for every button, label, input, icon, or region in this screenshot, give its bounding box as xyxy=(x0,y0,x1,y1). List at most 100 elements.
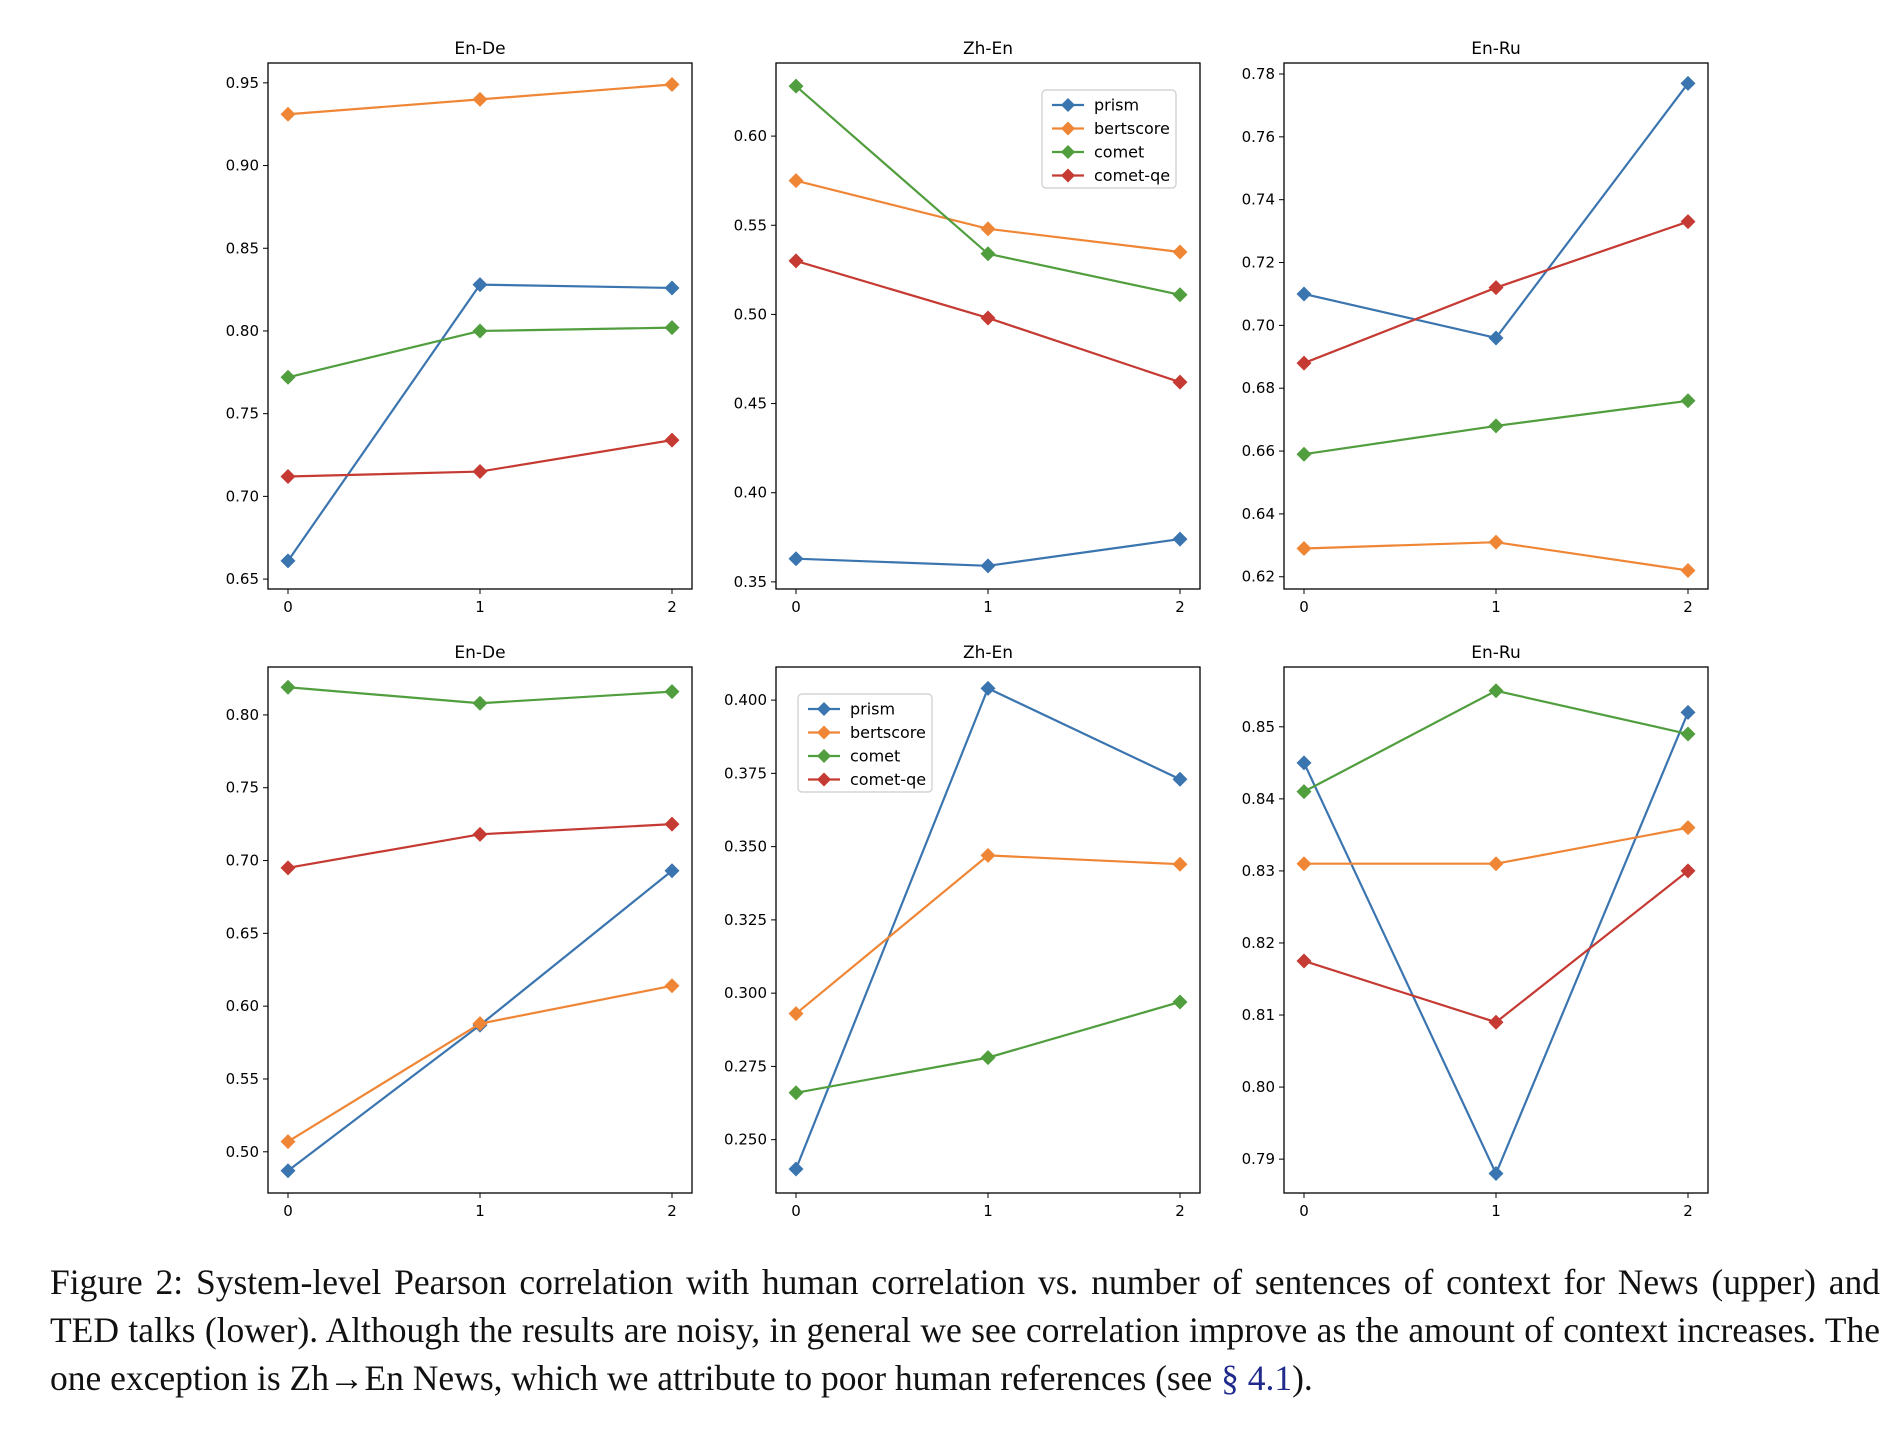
y-tick-label: 0.85 xyxy=(1242,718,1275,736)
x-tick-label: 0 xyxy=(1299,598,1309,616)
marker-comet-qe xyxy=(472,464,488,480)
marker-comet xyxy=(1172,287,1188,303)
y-tick-label: 0.70 xyxy=(226,852,259,870)
y-tick-label: 0.65 xyxy=(226,924,259,942)
y-tick-label: 0.50 xyxy=(226,1143,259,1161)
axes-frame xyxy=(775,666,1201,1194)
legend: prism bertscore comet comet-qe xyxy=(797,693,933,793)
marker-bertscore xyxy=(788,1006,804,1022)
x-tick-label: 0 xyxy=(283,598,293,616)
y-tick-label: 0.65 xyxy=(226,570,259,588)
y-tick-label: 0.350 xyxy=(724,838,767,856)
y-tick-label: 0.80 xyxy=(1242,1078,1275,1096)
chart-panel-2: Zh-En 0.35 0.40 0.45 0.50 0.55 0.60 0 1 2 prism ber… xyxy=(734,39,1201,616)
marker-bertscore xyxy=(788,173,804,189)
y-tick-label: 0.45 xyxy=(734,395,767,413)
legend-marker-comet-qe xyxy=(1061,168,1075,183)
chart-title: En-De xyxy=(454,643,505,663)
y-tick-label: 0.55 xyxy=(226,1070,259,1088)
marker-bertscore xyxy=(1488,534,1504,550)
legend-box xyxy=(1041,89,1177,189)
marker-bertscore xyxy=(1172,244,1188,260)
axes-frame xyxy=(1283,62,1709,590)
y-tick-label: 0.78 xyxy=(1242,65,1275,83)
marker-bertscore xyxy=(472,1016,488,1032)
marker-bertscore xyxy=(980,221,996,237)
marker-comet xyxy=(280,679,296,695)
marker-comet xyxy=(1680,726,1696,742)
chart-title: Zh-En xyxy=(963,39,1013,59)
legend-label-prism: prism xyxy=(1094,96,1139,115)
legend-label-bertscore: bertscore xyxy=(1094,119,1170,138)
marker-comet xyxy=(472,695,488,711)
legend-label-comet: comet xyxy=(850,747,900,766)
marker-comet xyxy=(1680,393,1696,409)
legend-label-comet: comet xyxy=(1094,143,1144,162)
marker-comet-qe xyxy=(1680,863,1696,879)
marker-bertscore xyxy=(664,978,680,994)
series-line-bertscore xyxy=(287,984,673,1143)
axes-frame xyxy=(775,62,1201,590)
legend-label-comet-qe: comet-qe xyxy=(850,770,926,789)
chart-panel-6: En-Ru 0.79 0.80 0.81 0.82 0.83 0.84 0.85 0 1 2 xyxy=(1242,643,1709,1220)
y-tick-label: 0.70 xyxy=(226,487,259,505)
marker-comet-qe xyxy=(980,310,996,326)
chart-title: Zh-En xyxy=(963,643,1013,663)
y-tick-label: 0.375 xyxy=(724,764,767,782)
chart-panel-3: En-Ru 0.62 0.64 0.66 0.68 0.70 0.72 0.74 0.76 0.7… xyxy=(1242,39,1709,616)
y-tick-label: 0.72 xyxy=(1242,254,1275,272)
y-tick-label: 0.55 xyxy=(734,216,767,234)
legend-label-comet-qe: comet-qe xyxy=(1094,166,1170,185)
marker-comet xyxy=(788,78,804,94)
y-tick-label: 0.60 xyxy=(734,127,767,145)
caption-label: Figure 2: xyxy=(50,1262,184,1302)
legend: prism bertscore comet comet-qe xyxy=(1041,89,1177,189)
series-line-comet-qe xyxy=(1303,870,1689,1024)
marker-comet-qe xyxy=(1172,374,1188,390)
y-tick-label: 0.66 xyxy=(1242,442,1275,460)
x-tick-label: 1 xyxy=(1491,598,1501,616)
caption-section-link[interactable]: § 4.1 xyxy=(1221,1358,1293,1398)
marker-comet-qe xyxy=(664,432,680,448)
marker-comet xyxy=(1488,683,1504,699)
series-line-prism xyxy=(1303,82,1689,340)
legend-marker-prism xyxy=(817,702,831,716)
legend-marker-bertscore xyxy=(817,725,831,740)
marker-prism xyxy=(1488,330,1504,346)
marker-comet xyxy=(664,320,680,336)
marker-prism xyxy=(280,1163,296,1179)
marker-prism xyxy=(1172,771,1188,787)
marker-comet xyxy=(1296,446,1312,462)
legend-marker-comet-qe xyxy=(817,772,831,787)
marker-comet-qe xyxy=(1296,355,1312,371)
legend-label-bertscore: bertscore xyxy=(850,723,926,742)
y-tick-label: 0.50 xyxy=(734,305,767,323)
y-tick-label: 0.81 xyxy=(1242,1006,1275,1024)
y-tick-label: 0.82 xyxy=(1242,934,1275,952)
marker-prism xyxy=(664,863,680,879)
y-tick-label: 0.250 xyxy=(724,1131,767,1149)
y-tick-label: 0.80 xyxy=(226,322,259,340)
x-tick-label: 0 xyxy=(791,598,801,616)
figure-caption: Figure 2: System-level Pearson correlati… xyxy=(50,1258,1880,1402)
y-tick-label: 0.400 xyxy=(724,691,767,709)
legend-marker-bertscore xyxy=(1061,121,1075,136)
marker-prism xyxy=(280,553,296,569)
chart-title: En-De xyxy=(454,39,505,59)
y-tick-label: 0.64 xyxy=(1242,505,1275,523)
series-line-comet xyxy=(1303,689,1689,793)
x-tick-label: 1 xyxy=(983,598,993,616)
marker-bertscore xyxy=(1296,540,1312,556)
marker-bertscore xyxy=(1680,820,1696,836)
y-tick-label: 0.83 xyxy=(1242,862,1275,880)
marker-bertscore xyxy=(1488,856,1504,872)
y-tick-label: 0.300 xyxy=(724,984,767,1002)
y-tick-label: 0.75 xyxy=(226,405,259,423)
series-line-comet xyxy=(795,1000,1181,1094)
marker-prism xyxy=(1296,286,1312,302)
x-tick-label: 0 xyxy=(791,1202,801,1220)
axes-frame xyxy=(1283,666,1709,1194)
marker-comet-qe xyxy=(788,253,804,269)
marker-comet-qe xyxy=(1296,953,1312,969)
x-tick-label: 2 xyxy=(1175,1202,1185,1220)
